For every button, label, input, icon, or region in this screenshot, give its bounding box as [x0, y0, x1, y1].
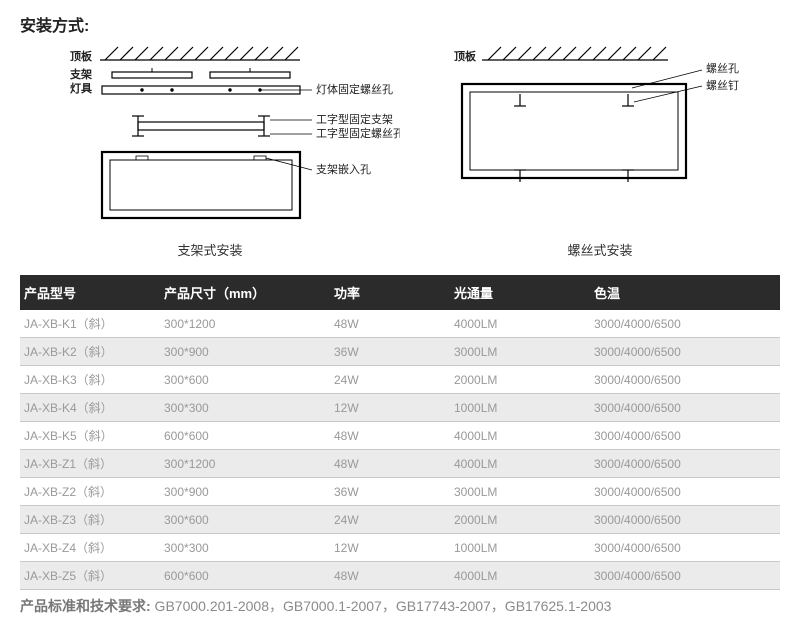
table-cell: 300*300 [160, 394, 330, 422]
d1-p1: 灯体固定螺丝孔 [316, 82, 393, 96]
table-cell: 48W [330, 450, 450, 478]
table-cell: JA-XB-Z5（斜） [20, 562, 160, 590]
section-title: 安装方式: [0, 0, 800, 42]
table-cell: JA-XB-Z2（斜） [20, 478, 160, 506]
d2-p2: 螺丝钉 [706, 79, 739, 92]
spec-table: 产品型号 产品尺寸（mm） 功率 光通量 色温 JA-XB-K1（斜）300*1… [20, 275, 780, 590]
d2-p1: 螺丝孔 [706, 62, 739, 75]
table-cell: 4000LM [450, 310, 590, 338]
table-cell: 3000LM [450, 338, 590, 366]
d1-p3: 工字型固定螺丝孔 [316, 126, 400, 140]
table-row: JA-XB-Z5（斜）600*60048W4000LM3000/4000/650… [20, 562, 780, 590]
diagram1-caption: 支架式安装 [20, 240, 400, 259]
d1-p4: 支架嵌入孔 [316, 163, 371, 176]
table-cell: 48W [330, 310, 450, 338]
table-cell: JA-XB-K2（斜） [20, 338, 160, 366]
diagram2-svg: 顶板 螺丝孔 螺丝钉 [420, 42, 780, 232]
diagram2-caption: 螺丝式安装 [420, 240, 780, 259]
table-cell: 3000/4000/6500 [590, 422, 780, 450]
table-cell: 1000LM [450, 394, 590, 422]
table-row: JA-XB-Z2（斜）300*90036W3000LM3000/4000/650… [20, 478, 780, 506]
footer-line: 产品标准和技术要求: GB7000.201-2008，GB7000.1-2007… [0, 590, 800, 616]
d1-lbl-lamp: 灯具 [70, 81, 92, 95]
table-cell: JA-XB-Z4（斜） [20, 534, 160, 562]
th-lumen: 光通量 [450, 275, 590, 310]
table-cell: 300*300 [160, 534, 330, 562]
table-row: JA-XB-K4（斜）300*30012W1000LM3000/4000/650… [20, 394, 780, 422]
table-cell: 300*600 [160, 506, 330, 534]
diagrams-row: 顶板 支架 灯具 灯体固定螺丝孔 工字型固定支架 [0, 42, 800, 269]
table-row: JA-XB-K1（斜）300*120048W4000LM3000/4000/65… [20, 310, 780, 338]
footer-label: 产品标准和技术要求: [20, 598, 151, 614]
table-cell: 600*600 [160, 422, 330, 450]
table-cell: 300*1200 [160, 310, 330, 338]
table-cell: 3000/4000/6500 [590, 534, 780, 562]
table-cell: JA-XB-K3（斜） [20, 366, 160, 394]
table-cell: 3000/4000/6500 [590, 478, 780, 506]
table-cell: 3000/4000/6500 [590, 366, 780, 394]
th-cct: 色温 [590, 275, 780, 310]
table-cell: 36W [330, 338, 450, 366]
table-cell: JA-XB-K1（斜） [20, 310, 160, 338]
table-cell: 300*1200 [160, 450, 330, 478]
table-cell: 3000/4000/6500 [590, 506, 780, 534]
table-cell: 2000LM [450, 366, 590, 394]
table-cell: 3000/4000/6500 [590, 394, 780, 422]
table-cell: 3000/4000/6500 [590, 562, 780, 590]
table-row: JA-XB-Z1（斜）300*120048W4000LM3000/4000/65… [20, 450, 780, 478]
table-cell: 48W [330, 422, 450, 450]
d2-lbl-top: 顶板 [454, 49, 477, 63]
table-cell: JA-XB-Z3（斜） [20, 506, 160, 534]
diagram-right: 顶板 螺丝孔 螺丝钉 螺丝式安装 [420, 42, 780, 259]
d1-lbl-bracket: 支架 [69, 67, 92, 81]
table-cell: 300*900 [160, 338, 330, 366]
th-power: 功率 [330, 275, 450, 310]
d1-p2: 工字型固定支架 [316, 112, 393, 126]
table-cell: 600*600 [160, 562, 330, 590]
table-cell: 300*600 [160, 366, 330, 394]
table-cell: JA-XB-K4（斜） [20, 394, 160, 422]
table-row: JA-XB-Z3（斜）300*60024W2000LM3000/4000/650… [20, 506, 780, 534]
table-cell: 24W [330, 366, 450, 394]
table-cell: 300*900 [160, 478, 330, 506]
table-cell: 1000LM [450, 534, 590, 562]
th-size: 产品尺寸（mm） [160, 275, 330, 310]
table-cell: 2000LM [450, 506, 590, 534]
table-cell: 4000LM [450, 562, 590, 590]
table-cell: 3000/4000/6500 [590, 338, 780, 366]
footer-text: GB7000.201-2008，GB7000.1-2007，GB17743-20… [151, 598, 612, 614]
table-cell: 3000/4000/6500 [590, 450, 780, 478]
table-cell: 3000LM [450, 478, 590, 506]
table-cell: 48W [330, 562, 450, 590]
th-model: 产品型号 [20, 275, 160, 310]
table-cell: JA-XB-K5（斜） [20, 422, 160, 450]
table-cell: JA-XB-Z1（斜） [20, 450, 160, 478]
table-cell: 36W [330, 478, 450, 506]
table-cell: 4000LM [450, 450, 590, 478]
table-cell: 12W [330, 534, 450, 562]
diagram1-svg: 顶板 支架 灯具 灯体固定螺丝孔 工字型固定支架 [20, 42, 400, 232]
table-cell: 4000LM [450, 422, 590, 450]
table-cell: 12W [330, 394, 450, 422]
d1-lbl-top: 顶板 [70, 49, 93, 63]
table-cell: 24W [330, 506, 450, 534]
table-header-row: 产品型号 产品尺寸（mm） 功率 光通量 色温 [20, 275, 780, 310]
table-row: JA-XB-K2（斜）300*90036W3000LM3000/4000/650… [20, 338, 780, 366]
table-cell: 3000/4000/6500 [590, 310, 780, 338]
diagram-left: 顶板 支架 灯具 灯体固定螺丝孔 工字型固定支架 [20, 42, 400, 259]
table-row: JA-XB-K5（斜）600*60048W4000LM3000/4000/650… [20, 422, 780, 450]
table-row: JA-XB-Z4（斜）300*30012W1000LM3000/4000/650… [20, 534, 780, 562]
table-row: JA-XB-K3（斜）300*60024W2000LM3000/4000/650… [20, 366, 780, 394]
